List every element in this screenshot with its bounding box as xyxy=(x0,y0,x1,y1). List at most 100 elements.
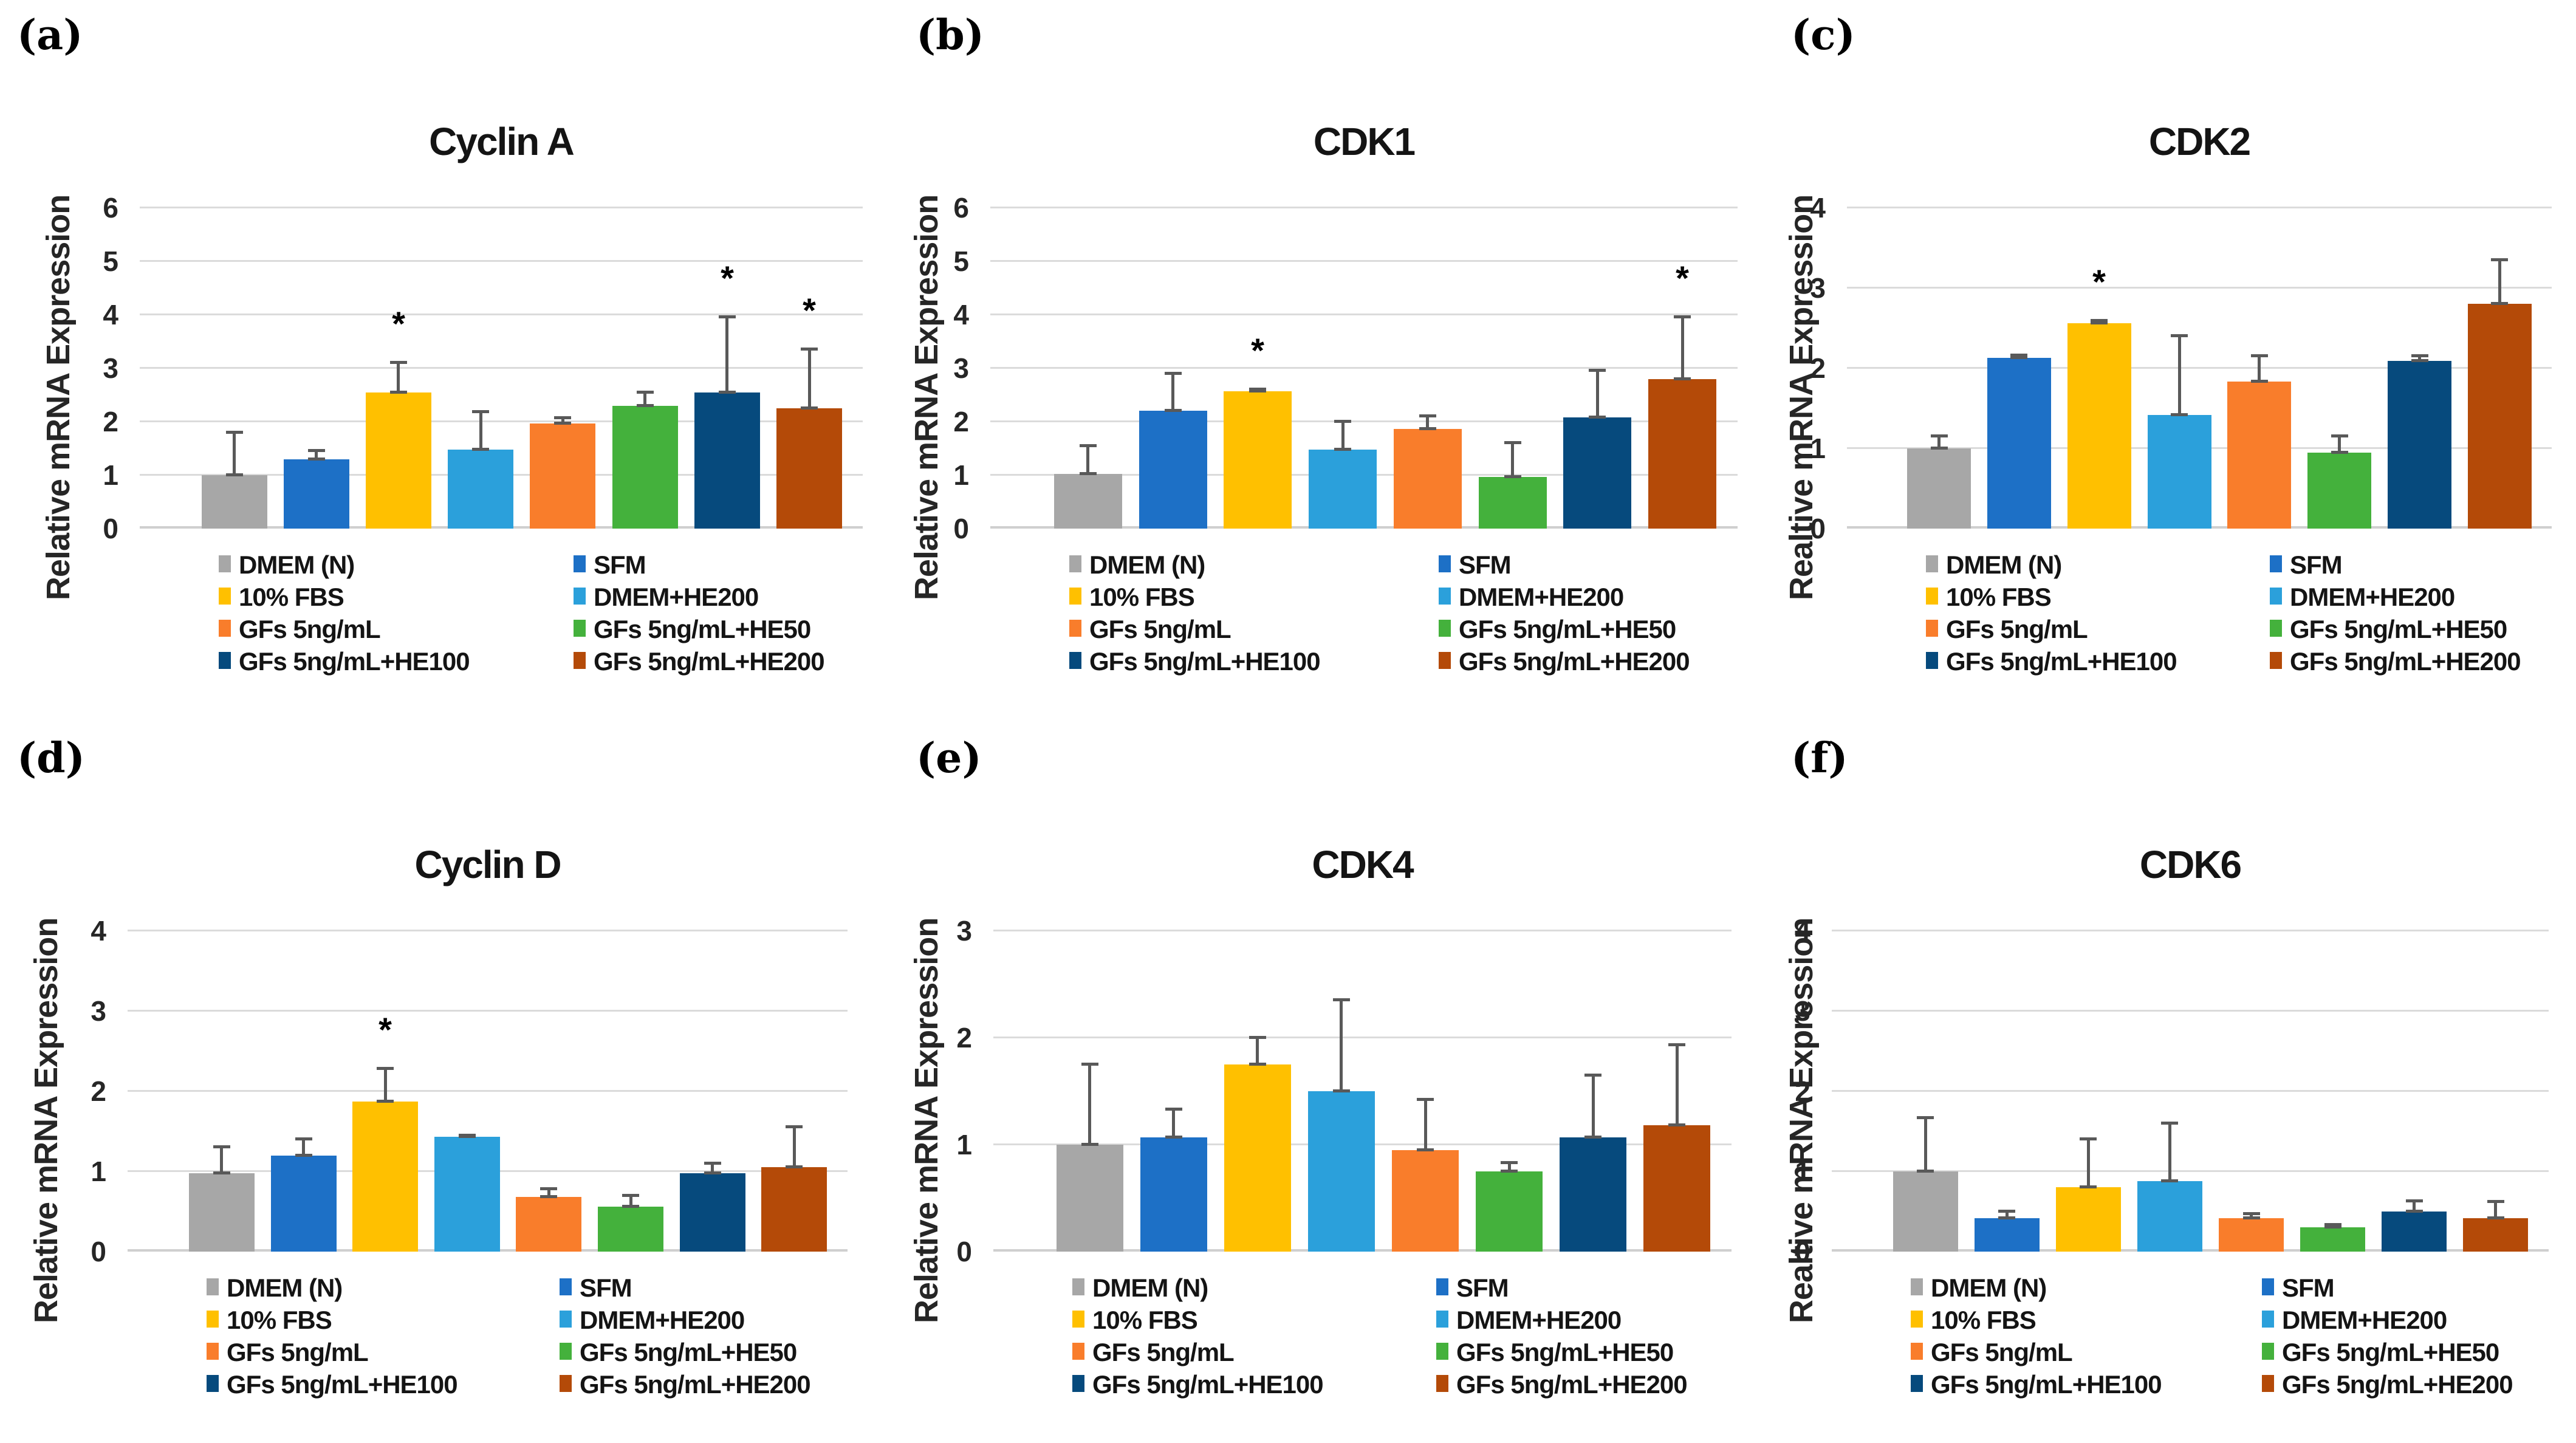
error-bar xyxy=(2413,1201,2416,1212)
legend-item: GFs 5ng/mL+HE50 xyxy=(560,1338,797,1369)
legend-label: 10% FBS xyxy=(1946,583,2052,611)
chart-title: Cyclin A xyxy=(429,120,575,163)
error-bar-cap xyxy=(2491,258,2508,261)
error-bar xyxy=(2168,1123,2171,1181)
bar xyxy=(2307,453,2371,529)
legend-label: DMEM+HE200 xyxy=(1459,583,1624,611)
bar xyxy=(189,1173,255,1252)
legend-label: DMEM (N) xyxy=(227,1273,343,1302)
gridline xyxy=(1847,287,2552,289)
error-bar-cap xyxy=(2091,319,2108,322)
error-bar xyxy=(1508,1163,1511,1171)
bar xyxy=(1224,1064,1291,1252)
error-bar-cap xyxy=(2324,1223,2341,1226)
gridline xyxy=(1832,1170,2549,1172)
legend-swatch xyxy=(1072,1311,1084,1328)
legend-item: SFM xyxy=(574,552,646,582)
error-bar-cap xyxy=(1249,389,1266,392)
legend-label: SFM xyxy=(1456,1273,1509,1302)
y-tick-label: 4 xyxy=(1795,915,1810,947)
error-bar xyxy=(2250,1214,2253,1218)
legend-label: GFs 5ng/mL xyxy=(239,615,381,643)
gridline xyxy=(140,207,863,208)
bar xyxy=(1563,417,1631,529)
legend-label: 10% FBS xyxy=(1931,1306,2036,1334)
gridline xyxy=(993,1037,1732,1038)
bar xyxy=(1893,1171,1958,1252)
bar xyxy=(2468,304,2532,529)
legend-swatch xyxy=(219,652,231,669)
error-bar xyxy=(725,318,728,392)
bar xyxy=(530,423,595,529)
legend-swatch xyxy=(1069,620,1081,637)
legend-swatch xyxy=(574,555,586,572)
bar xyxy=(2148,415,2211,529)
error-bar-cap xyxy=(1674,315,1691,318)
gridline xyxy=(1847,207,2552,208)
legend-label: 10% FBS xyxy=(1092,1306,1198,1334)
legend-swatch xyxy=(1926,555,1938,572)
error-bar-cap xyxy=(213,1145,230,1148)
bar xyxy=(1476,1171,1543,1252)
gridline xyxy=(140,367,863,369)
gridline xyxy=(993,930,1732,931)
gridline xyxy=(1832,1090,2549,1092)
y-tick-label: 1 xyxy=(953,459,969,491)
error-bar-cap xyxy=(2171,334,2188,337)
error-bar xyxy=(808,349,811,408)
error-bar-cap xyxy=(704,1171,721,1174)
bar xyxy=(2219,1218,2284,1252)
bar xyxy=(2382,1212,2447,1252)
legend-label: GFs 5ng/mL+HE100 xyxy=(239,647,470,676)
error-bar xyxy=(233,433,236,475)
bar xyxy=(1643,1125,1710,1252)
error-bar-cap xyxy=(2161,1122,2178,1125)
error-bar-cap xyxy=(1998,1210,2015,1213)
legend-item: GFs 5ng/mL xyxy=(1911,1339,2073,1369)
error-bar-cap xyxy=(295,1137,312,1140)
error-bar xyxy=(2418,356,2421,361)
error-bar-cap xyxy=(2406,1199,2423,1202)
legend-label: GFs 5ng/mL xyxy=(1089,615,1231,643)
legend-swatch xyxy=(1926,652,1938,669)
chart-title: Cyclin D xyxy=(414,843,561,886)
error-bar-cap xyxy=(2331,451,2348,454)
error-bar-cap xyxy=(377,1067,394,1070)
y-tick-label: 0 xyxy=(103,513,118,544)
legend-swatch xyxy=(207,1278,219,1295)
significance-asterisk: * xyxy=(1676,259,1689,297)
error-bar-cap xyxy=(2251,380,2268,383)
legend-swatch xyxy=(207,1375,219,1392)
error-bar xyxy=(1937,436,1941,448)
legend-item: SFM xyxy=(560,1275,632,1305)
legend-label: GFs 5ng/mL+HE50 xyxy=(1456,1338,1674,1366)
bar xyxy=(352,1102,418,1252)
error-bar-cap xyxy=(622,1205,639,1208)
legend-swatch xyxy=(574,652,586,669)
legend-label: GFs 5ng/mL+HE100 xyxy=(1092,1370,1324,1399)
bar xyxy=(2300,1227,2365,1252)
legend-swatch xyxy=(560,1311,572,1328)
error-bar xyxy=(397,363,400,392)
significance-asterisk: * xyxy=(392,304,405,343)
legend-item: SFM xyxy=(2270,552,2343,582)
legend-item: DMEM (N) xyxy=(1911,1275,2047,1305)
bar xyxy=(1907,448,1971,529)
error-bar-cap xyxy=(1081,1143,1098,1146)
y-tick-label: 4 xyxy=(103,299,118,331)
legend-swatch xyxy=(2270,588,2282,605)
bar xyxy=(2227,382,2291,529)
significance-asterisk: * xyxy=(1251,331,1264,369)
y-tick-label: 0 xyxy=(956,1236,972,1267)
panel-cdk1: (b) CDK1 Relative mRNA Expression * * DME… xyxy=(899,0,1774,723)
error-bar-cap xyxy=(1334,420,1351,423)
y-tick-label: 2 xyxy=(91,1075,106,1107)
legend-swatch xyxy=(560,1278,572,1295)
legend-label: GFs 5ng/mL+HE50 xyxy=(580,1338,797,1366)
error-bar-cap xyxy=(1674,377,1691,380)
error-bar-cap xyxy=(472,448,489,451)
legend-swatch xyxy=(1436,1375,1448,1392)
y-tick-label: 3 xyxy=(91,995,106,1027)
legend-swatch xyxy=(207,1343,219,1360)
